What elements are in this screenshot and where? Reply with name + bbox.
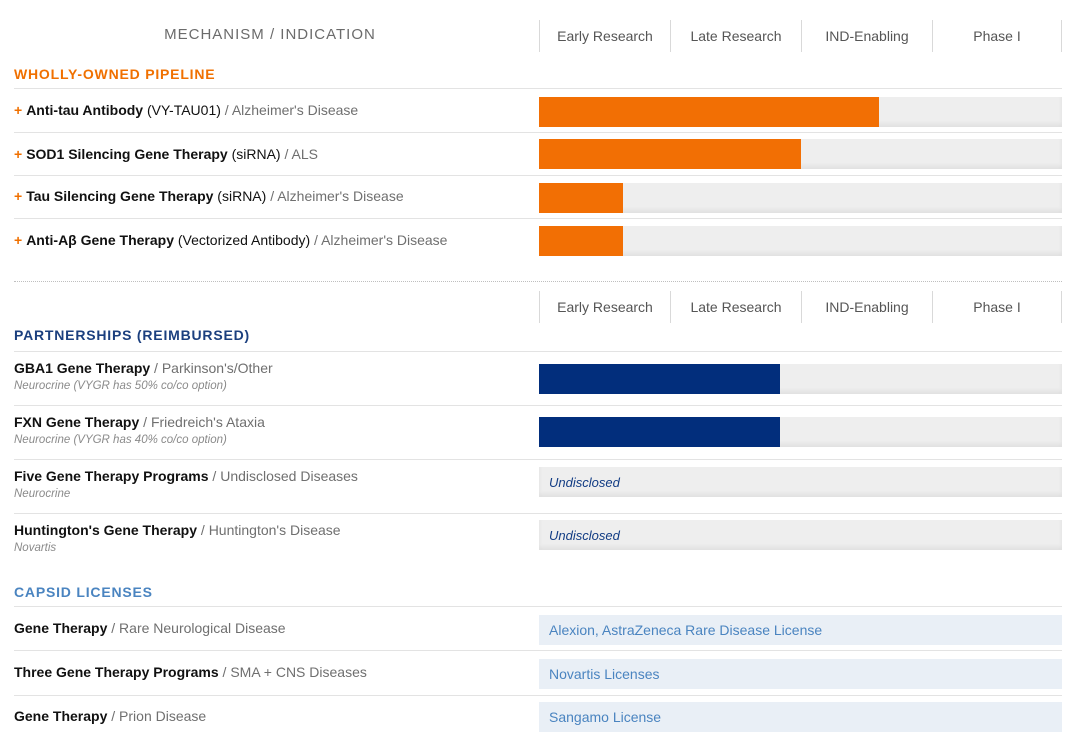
program-detail: (siRNA) xyxy=(227,146,281,162)
indication: ALS xyxy=(291,146,318,162)
progress-track xyxy=(539,183,1062,213)
license-label: Alexion, AstraZeneca Rare Disease Licens… xyxy=(539,615,1062,645)
program-name: Gene Therapy xyxy=(14,620,108,636)
progress-bar xyxy=(539,97,879,127)
column-late-research: Late Research xyxy=(670,20,801,52)
indication: SMA + CNS Diseases xyxy=(230,664,367,680)
indication: Prion Disease xyxy=(119,708,207,724)
indication: Undisclosed Diseases xyxy=(220,468,358,484)
undisclosed-status: Undisclosed xyxy=(549,474,620,490)
indication: Friedreich's Ataxia xyxy=(150,414,265,430)
progress-track xyxy=(539,417,1062,447)
program-label: + Anti-Aβ Gene Therapy (Vectorized Antibo… xyxy=(14,232,447,248)
program-name: FXN Gene Therapy xyxy=(14,414,140,430)
separator: / xyxy=(107,620,120,636)
column-phase-1: Phase I xyxy=(932,20,1062,52)
program-name: Five Gene Therapy Programs xyxy=(14,468,209,484)
pipeline-row: Huntington's Gene Therapy / Huntington's… xyxy=(14,513,1062,565)
separator: / xyxy=(310,232,322,248)
program-label: FXN Gene Therapy / Friedreich's Ataxia xyxy=(14,414,265,430)
separator: / xyxy=(220,102,232,118)
separator: / xyxy=(197,522,209,538)
column-ind-enabling: IND-Enabling xyxy=(801,291,932,323)
program-label: + SOD1 Silencing Gene Therapy (siRNA) / A… xyxy=(14,146,318,162)
program-label: + Tau Silencing Gene Therapy (siRNA) / Al… xyxy=(14,188,404,204)
pipeline-row: + SOD1 Silencing Gene Therapy (siRNA) / A… xyxy=(14,132,1062,175)
pipeline-row: FXN Gene Therapy / Friedreich's Ataxia N… xyxy=(14,405,1062,459)
program-name: SOD1 Silencing Gene Therapy xyxy=(26,146,228,162)
progress-track xyxy=(539,97,1062,127)
progress-track xyxy=(539,226,1062,256)
progress-bar xyxy=(539,226,623,256)
program-name: Gene Therapy xyxy=(14,708,108,724)
separator: / xyxy=(280,146,292,162)
column-phase-1: Phase I xyxy=(932,291,1062,323)
undisclosed-status: Undisclosed xyxy=(549,527,620,543)
program-label: GBA1 Gene Therapy / Parkinson's/Other xyxy=(14,360,273,376)
program-name: Three Gene Therapy Programs xyxy=(14,664,219,680)
program-label: + Anti-tau Antibody (VY-TAU01) / Alzheime… xyxy=(14,102,358,118)
indication: Parkinson's/Other xyxy=(161,360,273,376)
pipeline-row: + Tau Silencing Gene Therapy (siRNA) / Al… xyxy=(14,175,1062,218)
plus-icon: + xyxy=(14,102,23,118)
separator: / xyxy=(150,360,162,376)
license-label: Sangamo License xyxy=(539,702,1062,732)
partnerships-heading: PARTNERSHIPS (REIMBURSED) xyxy=(14,327,250,343)
pipeline-row: GBA1 Gene Therapy / Parkinson's/Other Ne… xyxy=(14,351,1062,405)
capsid-licenses-heading: CAPSID LICENSES xyxy=(14,584,153,600)
partner-note: Novartis xyxy=(14,542,57,554)
progress-track: Undisclosed xyxy=(539,520,1062,550)
progress-bar xyxy=(539,364,780,394)
program-name: GBA1 Gene Therapy xyxy=(14,360,151,376)
progress-track xyxy=(539,139,1062,169)
partner-note: Neurocrine (VYGR has 40% co/co option) xyxy=(14,434,227,446)
license-row: Three Gene Therapy Programs / SMA + CNS … xyxy=(14,650,1062,695)
program-label: Five Gene Therapy Programs / Undisclosed… xyxy=(14,468,358,484)
mechanism-indication-header: MECHANISM / INDICATION xyxy=(164,26,376,43)
separator: / xyxy=(218,664,231,680)
pipeline-row: + Anti-Aβ Gene Therapy (Vectorized Antibo… xyxy=(14,218,1062,263)
license-row: Gene Therapy / Rare Neurological Disease… xyxy=(14,606,1062,650)
indication: Alzheimer's Disease xyxy=(321,232,448,248)
program-label: Gene Therapy / Prion Disease xyxy=(14,708,206,724)
separator: / xyxy=(208,468,221,484)
program-detail: (Vectorized Antibody) xyxy=(173,232,311,248)
column-late-research: Late Research xyxy=(670,291,801,323)
license-label: Novartis Licenses xyxy=(539,659,1062,689)
progress-track: Undisclosed xyxy=(539,467,1062,497)
progress-bar xyxy=(539,183,623,213)
program-name: Tau Silencing Gene Therapy xyxy=(26,188,214,204)
separator: / xyxy=(266,188,278,204)
plus-icon: + xyxy=(14,146,23,162)
program-name: Anti-Aβ Gene Therapy xyxy=(26,232,174,248)
progress-bar xyxy=(539,139,801,169)
license-row: Gene Therapy / Prion Disease Sangamo Lic… xyxy=(14,695,1062,739)
plus-icon: + xyxy=(14,232,23,248)
program-detail: (VY-TAU01) xyxy=(143,102,221,118)
progress-track xyxy=(539,364,1062,394)
separator: / xyxy=(139,414,151,430)
progress-bar xyxy=(539,417,780,447)
column-early-research: Early Research xyxy=(539,291,670,323)
wholly-owned-heading: WHOLLY-OWNED PIPELINE xyxy=(14,66,216,82)
indication: Rare Neurological Disease xyxy=(119,620,286,636)
plus-icon: + xyxy=(14,188,23,204)
program-label: Huntington's Gene Therapy / Huntington's… xyxy=(14,522,341,538)
separator: / xyxy=(107,708,120,724)
program-detail: (siRNA) xyxy=(213,188,267,204)
program-name: Anti-tau Antibody xyxy=(26,102,144,118)
pipeline-row: + Anti-tau Antibody (VY-TAU01) / Alzheime… xyxy=(14,88,1062,132)
column-ind-enabling: IND-Enabling xyxy=(801,20,932,52)
indication: Alzheimer's Disease xyxy=(277,188,404,204)
column-early-research: Early Research xyxy=(539,20,670,52)
partner-note: Neurocrine xyxy=(14,488,71,500)
program-label: Three Gene Therapy Programs / SMA + CNS … xyxy=(14,664,367,680)
indication: Huntington's Disease xyxy=(208,522,341,538)
partner-note: Neurocrine (VYGR has 50% co/co option) xyxy=(14,380,227,392)
pipeline-row: Five Gene Therapy Programs / Undisclosed… xyxy=(14,459,1062,513)
program-name: Huntington's Gene Therapy xyxy=(14,522,198,538)
indication: Alzheimer's Disease xyxy=(231,102,359,118)
program-label: Gene Therapy / Rare Neurological Disease xyxy=(14,620,286,636)
section-divider xyxy=(14,281,1062,282)
